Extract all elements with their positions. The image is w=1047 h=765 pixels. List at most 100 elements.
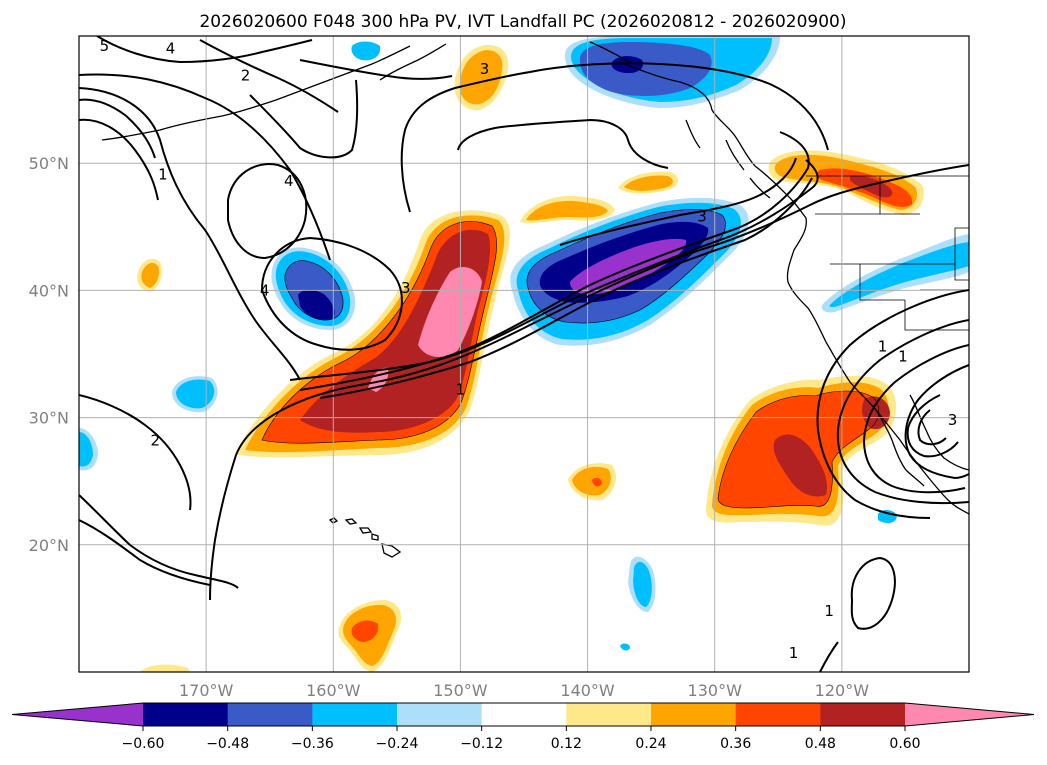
pv-contour-label: 4 (284, 172, 294, 190)
coast-ak-islands (379, 43, 447, 81)
colorbar-extend-low (12, 703, 143, 726)
negative-edge-24 (79, 432, 93, 467)
colorbar-swatch (735, 703, 821, 726)
colorbar-tick-label: 0.36 (720, 736, 751, 752)
pv-contour-label: 4 (166, 40, 176, 58)
pv-contour-label: 3 (480, 60, 490, 78)
hawaii-1 (328, 517, 339, 524)
colorbar-tick-label: −0.60 (122, 736, 165, 752)
colorbar-swatch (651, 703, 737, 726)
pv-cutoff-1 (904, 364, 969, 480)
negative-s-24 (633, 561, 652, 607)
hawaii-4 (371, 533, 379, 541)
pv-jet-5 (559, 157, 797, 246)
hawaii-2 (344, 518, 358, 525)
hawaii-3 (358, 527, 373, 534)
pv-contour-label: 1 (898, 348, 908, 366)
colorbar-tick-label: −0.24 (376, 736, 419, 752)
positive-w1-24 (624, 175, 673, 191)
pv-jet-2 (289, 159, 819, 381)
colorbar-swatch (143, 703, 229, 726)
gridlines (79, 36, 969, 672)
pv-2-line (79, 394, 192, 511)
positive-s-36 (351, 620, 379, 642)
colorbar-tick-label: −0.48 (206, 736, 249, 752)
positive-hawaii-s-36 (592, 477, 602, 487)
pv-bottom-right (819, 641, 839, 672)
colorbar-tick-label: 0.60 (889, 736, 920, 752)
negative-ne-1 (351, 41, 381, 61)
colorbar-tick-label: 0.24 (635, 736, 666, 752)
pv-north-loop (249, 79, 359, 159)
pv-ridge (400, 62, 829, 213)
colorbar: −0.60 −0.48 −0.36 −0.24 −0.12 0.12 0.24 0.36 0.4… (11, 702, 1035, 752)
pv-jet-3 (299, 131, 810, 391)
pv-trough (79, 87, 301, 381)
pv-contour-label: 3 (948, 411, 958, 429)
colorbar-extend-high (905, 703, 1034, 726)
pv-cutoff-2 (836, 319, 969, 505)
lon-tick-label: 130°W (688, 681, 743, 700)
coast-aleutians (101, 45, 411, 141)
pc-shading (79, 36, 969, 672)
coast-ak-peninsula (589, 41, 631, 63)
colorbar-swatch (397, 703, 483, 726)
positive-pnw-48 (850, 175, 893, 198)
negative-se-2 (620, 643, 630, 651)
lat-tick-label: 50°N (29, 154, 69, 173)
pv-cutoff-5 (917, 409, 947, 446)
coast-baja (875, 409, 925, 487)
pv-cutoff-outer (816, 289, 969, 519)
latitude-tick-labels: 20°N 30°N 40°N 50°N (29, 154, 69, 555)
pv-contour-label: 2 (241, 66, 251, 84)
map-background (79, 36, 969, 672)
negative-alaska-36 (580, 42, 712, 96)
pv-top-1 (96, 36, 313, 64)
pv-top-3 (299, 59, 453, 80)
pv-jet-1 (235, 164, 969, 456)
colorbar-tick-label: −0.36 (291, 736, 334, 752)
lon-tick-label: 170°W (179, 681, 234, 700)
negative-w2-24 (176, 379, 215, 409)
colorbar-swatch (820, 703, 906, 726)
lon-tick-label: 160°W (306, 681, 361, 700)
pv-contour-label: 1 (824, 602, 834, 620)
colorbar-swatch (481, 703, 567, 726)
negative-west-48 (298, 289, 335, 321)
pv-jet-4 (319, 177, 813, 399)
pv-contour-label: 2 (151, 431, 161, 449)
pv-contour-label: 1 (878, 337, 888, 355)
lon-tick-label: 120°W (815, 681, 870, 700)
pv-loop-1 (850, 556, 896, 630)
pv-west-1 (79, 73, 331, 261)
map-frame (78, 35, 970, 673)
pv-ridge-inner (457, 118, 669, 169)
positive-bottom-left (140, 664, 190, 672)
positive-gulf-alaska-24 (459, 50, 503, 105)
lon-tick-label: 150°W (433, 681, 488, 700)
colorbar-swatch (227, 703, 313, 726)
lat-tick-label: 30°N (29, 409, 69, 428)
coast-bc-islands (685, 119, 771, 199)
lat-tick-label: 20°N (29, 536, 69, 555)
pv-contour-label: 1 (789, 644, 799, 662)
pv-contour-label: 3 (697, 208, 707, 226)
colorbar-tick-label: 0.12 (551, 736, 582, 752)
pv-top-2 (199, 39, 339, 113)
pv-contour-label: 1 (158, 166, 168, 184)
longitude-tick-labels: 170°W 160°W 150°W 140°W 130°W 120°W (179, 681, 869, 700)
pv-sw-outer (79, 519, 211, 586)
positive-west-24 (141, 262, 160, 288)
pv-contour-label: 3 (401, 279, 411, 297)
lon-tick-label: 140°W (560, 681, 615, 700)
colorbar-tick-label: 0.48 (805, 736, 836, 752)
pv-contour-label: 1 (456, 381, 466, 399)
colorbar-tick-label: −0.12 (460, 736, 503, 752)
pv-cutoff-3 (862, 344, 969, 494)
pv-loop-4 (227, 163, 308, 260)
positive-baja-48a (773, 434, 828, 497)
lat-tick-label: 40°N (29, 281, 69, 300)
